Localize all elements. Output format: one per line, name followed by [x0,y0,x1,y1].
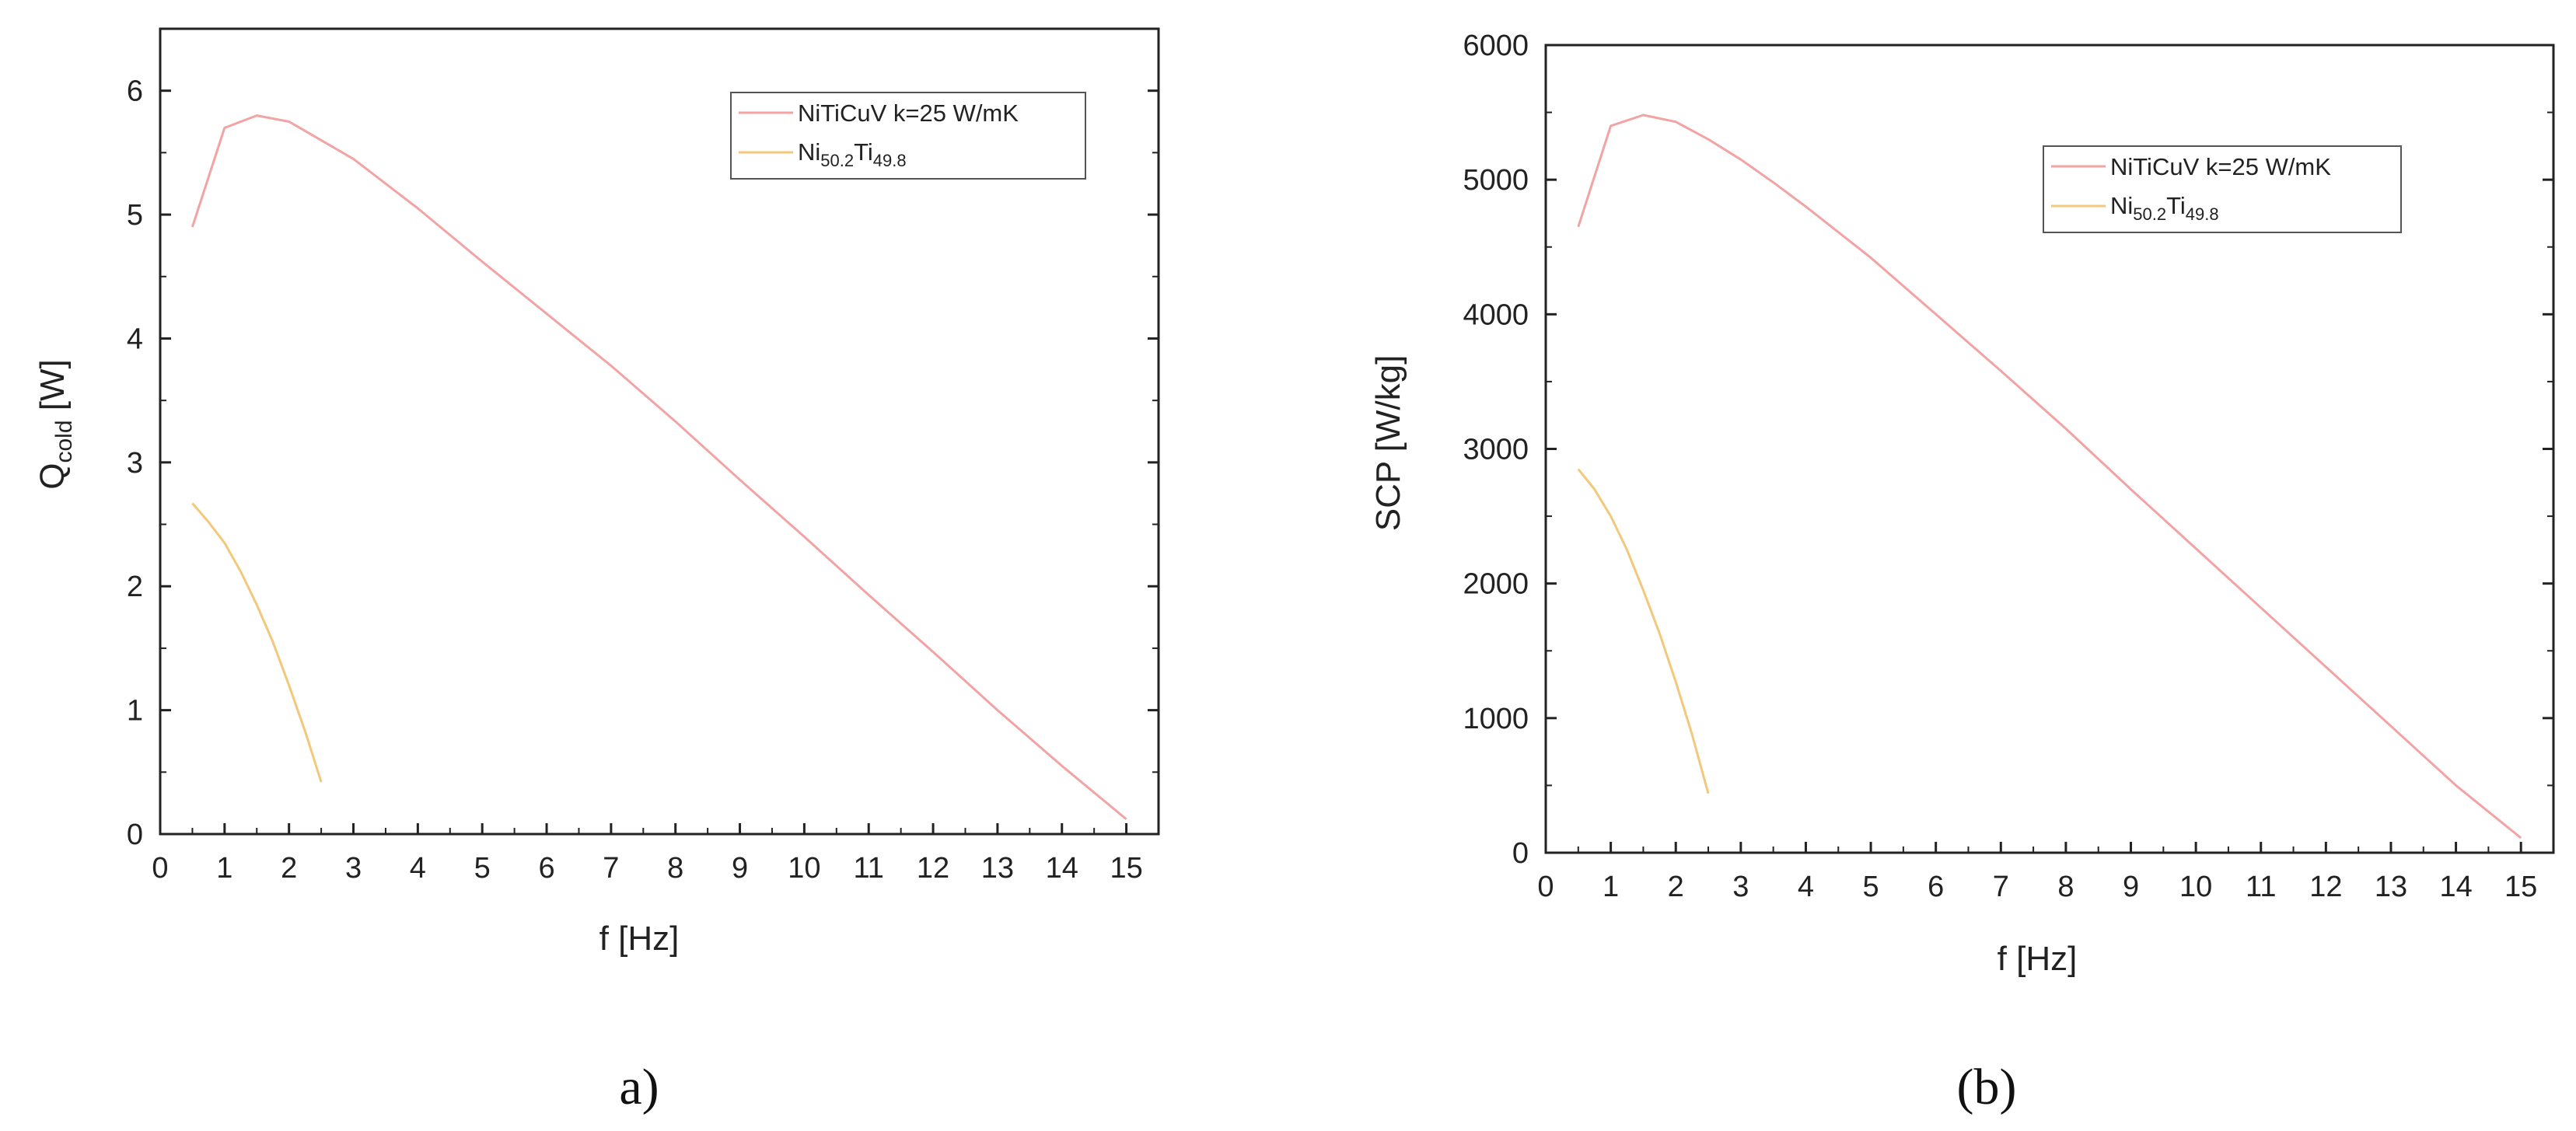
panel-b-x-tick-label: 8 [2057,871,2074,903]
panel-b-series-line-niticuv [1577,113,2522,840]
panel-a-label: a) [619,1059,659,1115]
panel-b-series-line-niti [1577,468,1710,794]
panel-b-y-tick-label: 5000 [1463,164,1529,197]
panel-a-plot-area [159,27,1160,836]
panel-b-x-tick-label: 10 [2179,871,2212,903]
panel-a-x-tick-label: 11 [853,852,883,885]
panel-b-legend-box [2043,145,2402,233]
panel-b-x-tick-label: 13 [2375,871,2407,903]
panel-b-series [1577,113,2522,840]
panel-b-legend-niti-sub1: 50.2 [2133,204,2166,224]
panel-a-x-tick-label: 8 [667,852,683,885]
panel-b-x-tick-label: 1 [1603,871,1619,903]
panel-a-series-line-niticuv [190,114,1127,821]
panel-a-x-ticks: 0 1 2 3 4 5 6 7 8 9 10 11 12 13 14 15 [152,823,1143,885]
panel-a-y-axis-title: Qcold [W] [33,359,77,489]
panel-a-y-tick-label: 4 [127,323,143,355]
panel-b-x-tick-label: 9 [2123,871,2139,903]
panel-b-x-tick-label: 11 [2246,871,2276,903]
panel-a-legend: NiTiCuV k=25 W/mK Ni50.2Ti49.8 [730,92,1086,180]
panel-b-y-tick-label: 6000 [1463,30,1529,62]
panel-b-legend-niti-sub2: 49.8 [2186,204,2219,224]
panel-a-y-tick-label: 3 [127,447,143,480]
panel-b-x-axis-title: f [Hz] [1998,940,2078,978]
panel-b-x-tick-label: 15 [2504,871,2537,903]
panel-a-y-axis-title-unit: [W] [33,359,72,420]
panel-b-y-tick-label: 4000 [1463,298,1529,331]
panel-b-y-tick-label: 2000 [1463,568,1529,601]
panel-a-legend-niti-sub2: 49.8 [873,151,907,170]
panel-b-legend-niti-main: Ni [2110,192,2133,219]
panel-a-x-tick-label: 12 [917,852,949,885]
panel-a-legend-box [730,92,1086,180]
panel-a-x-tick-label: 5 [474,852,491,885]
panel-a-y-tick-label: 6 [127,75,143,108]
panel-a-x-tick-label: 15 [1110,852,1142,885]
panel-b-y-axis-title: SCP [W/kg] [1369,355,1407,532]
panel-a-y-tick-label: 2 [127,571,143,603]
panel-b-x-tick-label: 12 [2309,871,2342,903]
panel-b-y-tick-label: 3000 [1463,434,1529,466]
panel-b-x-tick-label: 5 [1862,871,1879,903]
panel-b-legend-niti-mid: Ti [2166,192,2186,219]
panel-a-x-tick-label: 13 [981,852,1014,885]
panel-b-x-tick-label: 0 [1537,871,1554,903]
panel-a-x-tick-label: 3 [345,852,362,885]
panel-a-legend-label-niticuv: NiTiCuV k=25 W/mK [798,99,1019,127]
panel-a-x-axis-title: f [Hz] [599,920,680,958]
panel-b-x-tick-label: 3 [1732,871,1749,903]
panel-b-legend-label-niti: Ni50.2Ti49.8 [2110,192,2219,224]
panel-a-series [190,114,1127,821]
panel-a-y-axis-title-main: Q [33,463,72,490]
panel-b-y-tick-label: 0 [1512,837,1529,870]
panel-a-y-tick-label: 1 [127,695,143,728]
panel-b-label: (b) [1957,1059,2017,1115]
panel-a-y-tick-label: 0 [127,819,143,851]
panel-a-frame [159,27,1160,836]
panel-b-x-tick-label: 7 [1993,871,2009,903]
panel-b-x-ticks: 0 1 2 3 4 5 6 7 8 9 10 11 12 13 14 15 [1537,842,2537,903]
panel-a-x-tick-label: 0 [152,852,168,885]
panel-a-x-tick-label: 10 [788,852,820,885]
panel-b-x-tick-label: 6 [1928,871,1944,903]
panel-a-y-axis-title-subscript: cold [51,420,77,463]
panel-a-legend-niti-sub1: 50.2 [820,151,854,170]
panel-b-y-ticks: 0 1000 2000 3000 4000 5000 6000 [1463,30,2553,870]
panel-b-chart: 0 1 2 3 4 5 6 7 8 9 10 11 12 13 14 15 01000200030004000… [1369,30,2555,1115]
panel-b-x-tick-label: 4 [1798,871,1814,903]
panel-a-x-tick-label: 1 [216,852,232,885]
panel-a-legend-niti-main: Ni [798,138,820,166]
panel-a-series-line-niti [191,502,323,783]
panel-b-y-tick-label: 1000 [1463,703,1529,735]
panel-a-x-tick-label: 2 [281,852,297,885]
panel-a-y-tick-label: 5 [127,199,143,232]
panel-a-x-tick-label: 9 [732,852,748,885]
panel-a-x-tick-label: 14 [1046,852,1078,885]
panel-b-legend-label-niticuv: NiTiCuV k=25 W/mK [2110,153,2331,180]
panel-b-legend: NiTiCuV k=25 W/mK Ni50.2Ti49.8 [2043,145,2402,233]
panel-b-x-tick-label: 14 [2439,871,2472,903]
panel-a-x-tick-label: 7 [603,852,619,885]
panel-a-y-ticks: 0 1 2 3 4 5 6 [127,28,1159,851]
panel-b-x-tick-label: 2 [1668,871,1684,903]
panel-a-x-tick-label: 6 [538,852,554,885]
panel-a-x-tick-label: 4 [410,852,426,885]
panel-a-legend-niti-mid: Ti [854,138,873,166]
panel-a-legend-label-niti: Ni50.2Ti49.8 [798,138,907,170]
